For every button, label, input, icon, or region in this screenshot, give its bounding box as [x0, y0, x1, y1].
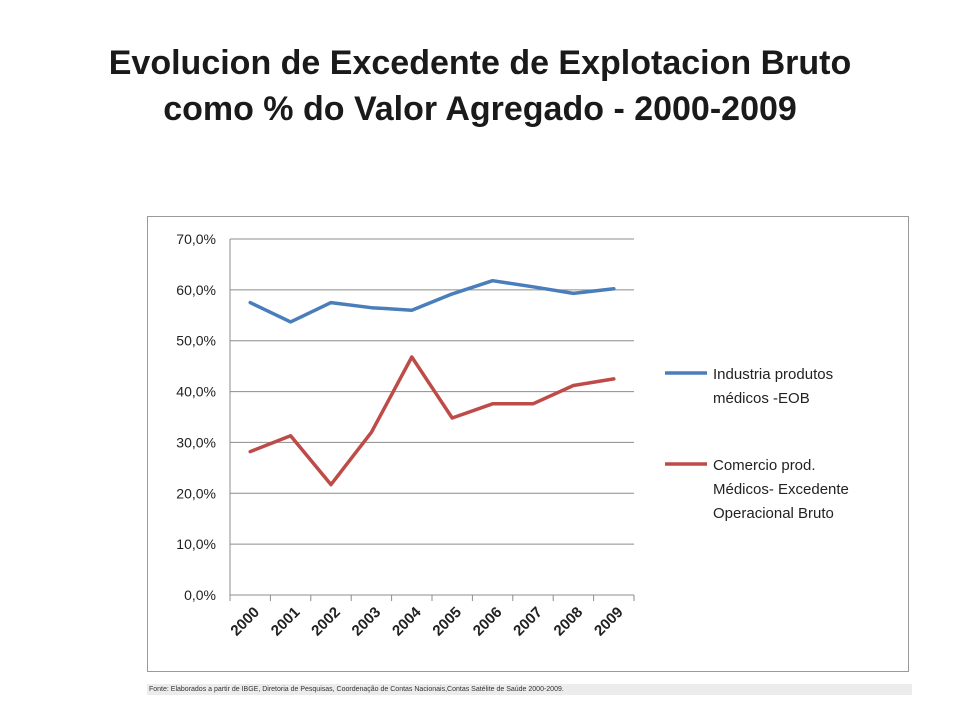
series-lines [248, 278, 616, 487]
y-tick-label: 30,0% [176, 434, 216, 450]
x-axis-ticks: 2000 2001 2002 2003 2004 2005 2006 2007 2008 2009 [227, 595, 635, 640]
x-tick-label: 2003 [349, 604, 385, 640]
x-tick-label: 2004 [389, 603, 425, 639]
title-line-2: como % do Valor Agregado - 2000-2009 [163, 90, 797, 128]
series-line-1 [248, 278, 616, 324]
legend: Industria produtos médicos -EOB Comercio p… [665, 366, 849, 522]
y-axis-ticks: 0,0% 10,0% 20,0% 30,0% 40,0% 50,0% 60,0% 70,0% [176, 231, 216, 603]
title-line-1: Evolucion de Excedente de Explotacion Br… [108, 44, 852, 82]
y-tick-label: 0,0% [184, 587, 216, 603]
x-tick-label: 2002 [308, 604, 344, 640]
legend-label-2: Médicos- Excedente [713, 481, 849, 498]
x-tick-label: 2007 [510, 604, 546, 640]
y-tick-label: 50,0% [176, 333, 216, 349]
x-tick-label: 2005 [429, 604, 465, 640]
series-line-2 [248, 355, 616, 487]
legend-label-1: Industria produtos [713, 366, 833, 383]
x-tick-label: 2008 [551, 604, 587, 640]
x-tick-label: 2009 [591, 604, 627, 640]
x-tick-label: 2001 [268, 604, 304, 640]
legend-label-2: Operacional Bruto [713, 505, 834, 522]
x-tick-label: 2006 [470, 604, 506, 640]
y-tick-label: 40,0% [176, 384, 216, 400]
source-note: Fonte: Elaborados a partir de IBGE, Dire… [149, 686, 564, 693]
x-tick-label: 2000 [227, 604, 263, 640]
legend-label-1: médicos -EOB [713, 390, 810, 407]
y-tick-label: 60,0% [176, 282, 216, 298]
y-tick-label: 20,0% [176, 485, 216, 501]
y-tick-label: 70,0% [176, 231, 216, 247]
legend-label-2: Comercio prod. [713, 457, 816, 474]
y-tick-label: 10,0% [176, 536, 216, 552]
slide-title: Evolucion de Excedente de Explotacion Br… [40, 40, 920, 132]
source-bar [147, 684, 912, 695]
